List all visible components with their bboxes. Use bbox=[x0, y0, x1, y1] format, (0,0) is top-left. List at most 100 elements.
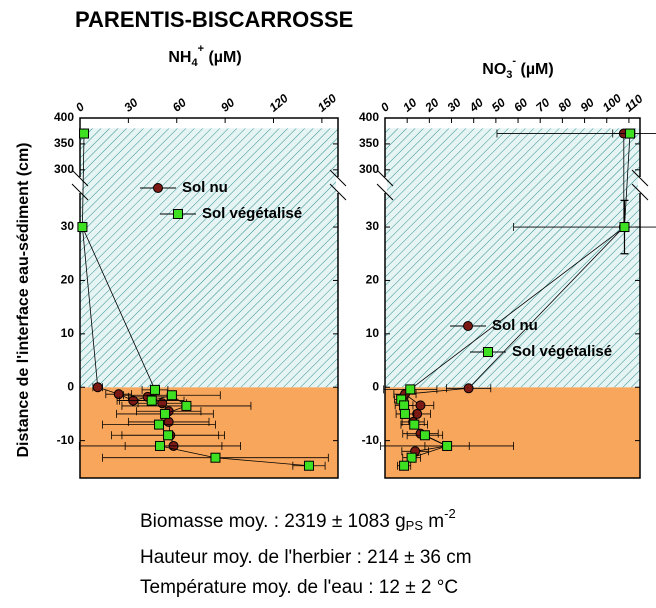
y-tick-label: 30 bbox=[61, 219, 75, 233]
marker bbox=[619, 222, 630, 233]
axis-break-mark bbox=[631, 169, 649, 187]
title: PARENTIS-BISCARROSSE bbox=[75, 7, 353, 32]
marker bbox=[463, 383, 474, 394]
marker bbox=[399, 408, 410, 419]
x-axis-label: NO3- (µM) bbox=[482, 55, 553, 81]
axis-break-gap bbox=[383, 177, 387, 193]
marker bbox=[157, 398, 168, 409]
marker bbox=[409, 419, 420, 430]
marker bbox=[303, 460, 314, 471]
marker bbox=[77, 222, 88, 233]
axis-break-mark bbox=[376, 183, 394, 201]
text-part: NH bbox=[168, 49, 191, 66]
y-tick-label: 10 bbox=[366, 326, 380, 340]
series-line bbox=[82, 133, 310, 467]
marker bbox=[113, 389, 124, 400]
marker bbox=[146, 395, 157, 406]
water-region bbox=[385, 128, 640, 388]
y-tick-label: 400 bbox=[54, 110, 74, 124]
axis-break-gap bbox=[638, 177, 642, 193]
y-tick-label: 350 bbox=[54, 136, 74, 150]
x-tick-label: 100 bbox=[600, 91, 625, 115]
y-tick-label: -10 bbox=[362, 433, 380, 447]
plot-frame bbox=[79, 117, 339, 479]
marker bbox=[442, 440, 453, 451]
y-tick-label: 20 bbox=[366, 273, 380, 287]
marker bbox=[92, 382, 103, 393]
text-part: 4 bbox=[191, 57, 198, 69]
x-tick-label: 90 bbox=[218, 95, 237, 115]
axis-break-mark bbox=[71, 169, 89, 187]
x-tick-label: 80 bbox=[555, 95, 574, 115]
text-part: (µM) bbox=[516, 61, 554, 78]
y-tick-label: 350 bbox=[359, 136, 379, 150]
text-part: Hauteur moy. de l'herbier : 214 ± 36 cm bbox=[140, 547, 472, 568]
marker bbox=[399, 460, 410, 471]
x-tick-label: 150 bbox=[315, 91, 340, 115]
marker bbox=[166, 390, 177, 401]
axis-break-mark bbox=[376, 169, 394, 187]
marker bbox=[154, 419, 165, 430]
x-tick-label: 40 bbox=[466, 95, 486, 115]
text-part: PS bbox=[406, 518, 424, 533]
y-tick-label: 300 bbox=[54, 162, 74, 176]
x-tick-label: 50 bbox=[489, 95, 508, 115]
marker bbox=[79, 128, 90, 139]
legend-label: Sol nu bbox=[492, 317, 538, 334]
x-tick-label: 70 bbox=[533, 95, 552, 115]
x-tick-label: 20 bbox=[422, 95, 442, 115]
x-tick-label: 0 bbox=[73, 100, 87, 115]
text-part: NO bbox=[482, 61, 506, 78]
text-part: 3 bbox=[506, 69, 512, 81]
text-part: Biomasse moy. : 2319 ± 1083 g bbox=[140, 511, 406, 532]
marker bbox=[399, 400, 410, 411]
footer-line: Hauteur moy. de l'herbier : 214 ± 36 cm bbox=[140, 547, 472, 568]
legend-marker bbox=[483, 347, 493, 357]
y-tick-label: 300 bbox=[359, 162, 379, 176]
legend-label: Sol végétalisé bbox=[512, 343, 612, 360]
legend-marker bbox=[173, 209, 183, 219]
axis-break-mark bbox=[329, 183, 347, 201]
water-region bbox=[80, 128, 338, 388]
y-tick-label: 0 bbox=[372, 379, 379, 393]
y-axis-label: Distance de l'interface eau-sédiment (cm… bbox=[15, 142, 32, 457]
x-tick-label: 60 bbox=[511, 95, 530, 115]
x-tick-label: 0 bbox=[378, 100, 392, 115]
x-tick-label: 60 bbox=[170, 95, 189, 115]
x-axis-label: NH4+ (µM) bbox=[168, 43, 241, 69]
x-tick-label: 30 bbox=[444, 95, 463, 115]
x-tick-label: 110 bbox=[622, 91, 646, 114]
axis-break-gap bbox=[336, 177, 340, 193]
axis-break-gap bbox=[78, 177, 82, 193]
marker bbox=[149, 384, 160, 395]
footer-line: Biomasse moy. : 2319 ± 1083 gPS m-2 bbox=[140, 506, 456, 533]
marker bbox=[163, 430, 174, 441]
text-part: + bbox=[198, 43, 204, 55]
y-tick-label: 0 bbox=[67, 379, 74, 393]
axis-break-mark bbox=[329, 169, 347, 187]
text-part: m bbox=[423, 511, 444, 532]
axis-break-mark bbox=[631, 183, 649, 201]
text-part: Température moy. de l'eau : 12 ± 2 °C bbox=[140, 577, 458, 598]
footer-line: Température moy. de l'eau : 12 ± 2 °C bbox=[140, 577, 458, 598]
marker bbox=[154, 440, 165, 451]
legend-label: Sol nu bbox=[182, 179, 228, 196]
y-tick-label: 10 bbox=[61, 326, 75, 340]
legend-marker bbox=[463, 321, 473, 331]
x-tick-label: 90 bbox=[578, 95, 597, 115]
marker bbox=[406, 452, 417, 463]
marker bbox=[415, 400, 426, 411]
x-tick-label: 120 bbox=[266, 91, 291, 115]
text-part: (µM) bbox=[204, 49, 242, 66]
y-tick-label: -10 bbox=[57, 433, 75, 447]
y-tick-label: 20 bbox=[61, 273, 75, 287]
axis-break-mark bbox=[71, 183, 89, 201]
text-part: -2 bbox=[444, 506, 456, 521]
y-tick-label: 400 bbox=[359, 110, 379, 124]
y-tick-label: 30 bbox=[366, 219, 380, 233]
marker bbox=[210, 452, 221, 463]
legend-label: Sol végétalisé bbox=[202, 205, 302, 222]
x-tick-label: 30 bbox=[121, 95, 140, 115]
marker bbox=[181, 400, 192, 411]
